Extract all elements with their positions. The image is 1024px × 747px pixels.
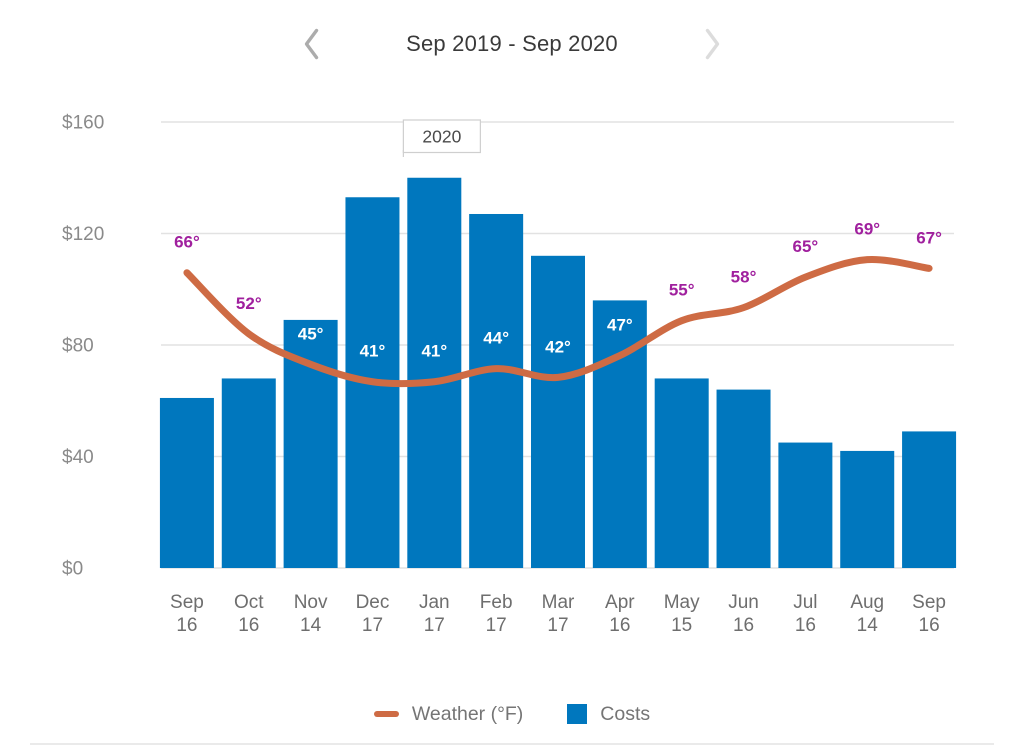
temp-label: 66° — [174, 233, 200, 252]
chevron-left-icon — [304, 28, 319, 60]
cost-bar[interactable] — [902, 431, 957, 568]
x-axis-day-label: 17 — [362, 615, 383, 636]
next-period-button[interactable] — [704, 28, 721, 60]
temp-label: 41° — [421, 342, 447, 361]
cost-bar[interactable] — [531, 255, 585, 569]
weather-line[interactable] — [183, 256, 933, 388]
temp-label: 65° — [793, 237, 819, 256]
x-axis-month-label: Sep — [912, 592, 946, 613]
temp-label: 45° — [298, 324, 324, 343]
y-axis-tick-label: $120 — [62, 224, 104, 245]
cost-bar[interactable] — [469, 213, 524, 569]
cost-bar[interactable] — [654, 378, 709, 568]
x-axis-month-label: Jun — [728, 592, 759, 613]
chart-legend: Weather (°F) Costs — [0, 697, 1024, 731]
period-title: Sep 2019 - Sep 2020 — [406, 31, 618, 56]
cost-bar[interactable] — [716, 389, 771, 568]
legend-item-weather[interactable]: Weather (°F) — [373, 702, 524, 726]
legend-costs-label: Costs — [600, 702, 651, 725]
temp-label: 44° — [483, 329, 509, 348]
temp-label: 58° — [731, 268, 757, 287]
weather-line-swatch — [373, 711, 399, 717]
x-axis-day-label: 14 — [857, 615, 879, 636]
x-axis-day-label: 17 — [424, 615, 445, 636]
x-axis-day-label: 16 — [919, 615, 940, 636]
x-axis-month-label: Nov — [294, 592, 328, 613]
x-axis-day-label: 17 — [486, 615, 507, 636]
temp-label: 42° — [545, 337, 571, 356]
x-axis-day-label: 15 — [671, 615, 692, 636]
x-axis-month-label: Mar — [542, 592, 575, 613]
prev-period-button[interactable] — [303, 28, 320, 60]
bottom-divider — [30, 743, 994, 745]
year-annotation-box — [402, 119, 481, 154]
x-axis-month-label: Jan — [419, 592, 450, 613]
x-axis-day-label: 16 — [795, 615, 816, 636]
x-axis-month-label: Feb — [480, 592, 513, 613]
temp-label: 52° — [236, 294, 262, 313]
x-axis-day-label: 16 — [176, 615, 197, 636]
x-axis-day-label: 17 — [547, 615, 568, 636]
cost-bar[interactable] — [840, 450, 895, 568]
x-axis-day-label: 16 — [733, 615, 754, 636]
period-navigation: Sep 2019 - Sep 2020 — [0, 18, 1024, 70]
temp-label: 41° — [360, 342, 386, 361]
y-axis-tick-label: $40 — [62, 447, 94, 468]
y-axis-tick-label: $0 — [62, 559, 83, 580]
temp-label: 69° — [854, 220, 880, 239]
costs-bar-swatch — [567, 704, 588, 724]
x-axis-month-label: May — [664, 592, 700, 613]
chart-canvas: $0 $40 $80 $120 $160 2020 66° 52° 45° 41° 41° 44° 42… — [62, 113, 957, 636]
chevron-right-icon — [705, 28, 720, 60]
x-axis-month-label: Jul — [793, 592, 817, 613]
temp-label: 47° — [607, 316, 633, 335]
y-axis-tick-label: $160 — [62, 113, 104, 134]
year-annotation-label: 2020 — [422, 127, 461, 147]
legend-weather-label: Weather (°F) — [411, 702, 524, 725]
x-axis-month-label: Aug — [850, 592, 884, 613]
x-axis-month-label: Dec — [356, 592, 390, 613]
x-axis-month-label: Oct — [234, 592, 264, 613]
x-axis-day-label: 16 — [238, 615, 259, 636]
legend-item-costs[interactable]: Costs — [567, 703, 650, 726]
cost-bar[interactable] — [778, 442, 833, 568]
cost-bar[interactable] — [159, 397, 214, 568]
cost-bar[interactable] — [221, 378, 276, 568]
x-axis-day-label: 16 — [609, 615, 630, 636]
x-axis-month-label: Sep — [170, 592, 204, 613]
x-axis-day-label: 14 — [300, 615, 322, 636]
temp-label: 55° — [669, 281, 695, 300]
x-axis-month-label: Apr — [605, 592, 635, 613]
temp-label: 67° — [916, 228, 942, 247]
cost-bar[interactable] — [407, 177, 462, 568]
y-axis-tick-label: $80 — [62, 336, 94, 357]
cost-bar[interactable] — [592, 300, 647, 568]
